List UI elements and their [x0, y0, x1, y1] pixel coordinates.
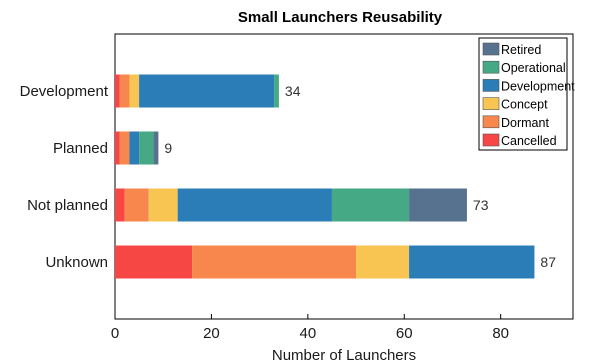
legend-label-dormant: Dormant — [501, 116, 549, 130]
bar-unknown-cancelled — [115, 246, 192, 279]
bar-planned-cancelled — [115, 132, 120, 165]
bar-planned-operational — [139, 132, 153, 165]
chart-title: Small Launchers Reusability — [238, 9, 443, 26]
bar-development-cancelled — [115, 75, 120, 108]
bar-development-concept — [129, 75, 139, 108]
bar-planned-dormant — [120, 132, 130, 165]
bar-not-planned-dormant — [125, 189, 149, 222]
bar-development-operational — [274, 75, 279, 108]
x-tick-label-40: 40 — [299, 325, 316, 342]
legend-swatch-concept — [483, 98, 499, 110]
x-tick-label-60: 60 — [396, 325, 413, 342]
bar-unknown-concept — [356, 246, 409, 279]
legend-swatch-cancelled — [483, 134, 499, 146]
legend-label-operational: Operational — [501, 61, 566, 75]
legend-swatch-retired — [483, 43, 499, 55]
bar-not-planned-concept — [149, 189, 178, 222]
legend-label-cancelled: Cancelled — [501, 134, 557, 148]
legend-swatch-dormant — [483, 116, 499, 128]
x-tick-label-80: 80 — [492, 325, 509, 342]
bar-not-planned-development — [178, 189, 332, 222]
category-label-not-planned: Not planned — [27, 197, 108, 214]
x-axis-ticks: 0 20 40 60 80 — [111, 314, 509, 342]
bar-development-development — [139, 75, 274, 108]
x-tick-label-20: 20 — [203, 325, 220, 342]
bar-not-planned-operational — [332, 189, 409, 222]
legend: Retired Operational Development Concept Dorm… — [479, 38, 575, 150]
x-axis-label: Number of Launchers — [272, 347, 416, 364]
bar-not-planned-retired — [409, 189, 467, 222]
bar-unknown-development — [409, 246, 534, 279]
bar-development-dormant — [120, 75, 130, 108]
legend-label-development: Development — [501, 79, 575, 93]
bar-unknown-dormant — [192, 246, 356, 279]
total-label-planned: 9 — [164, 140, 172, 156]
category-label-development: Development — [20, 83, 109, 100]
total-label-development: 34 — [285, 83, 301, 99]
legend-swatch-operational — [483, 61, 499, 73]
bar-planned-development — [129, 132, 139, 165]
category-label-planned: Planned — [53, 140, 108, 157]
bar-not-planned-cancelled — [115, 189, 125, 222]
category-labels: Development Planned Not planned Unknown — [20, 83, 109, 271]
x-tick-label-0: 0 — [111, 325, 119, 342]
total-label-not-planned: 73 — [473, 197, 489, 213]
legend-label-concept: Concept — [501, 98, 548, 112]
bar-planned-retired — [154, 132, 159, 165]
bars-group — [115, 75, 534, 279]
legend-swatch-development — [483, 79, 499, 91]
total-label-unknown: 87 — [540, 254, 556, 270]
legend-label-retired: Retired — [501, 43, 541, 57]
category-label-unknown: Unknown — [45, 254, 108, 271]
